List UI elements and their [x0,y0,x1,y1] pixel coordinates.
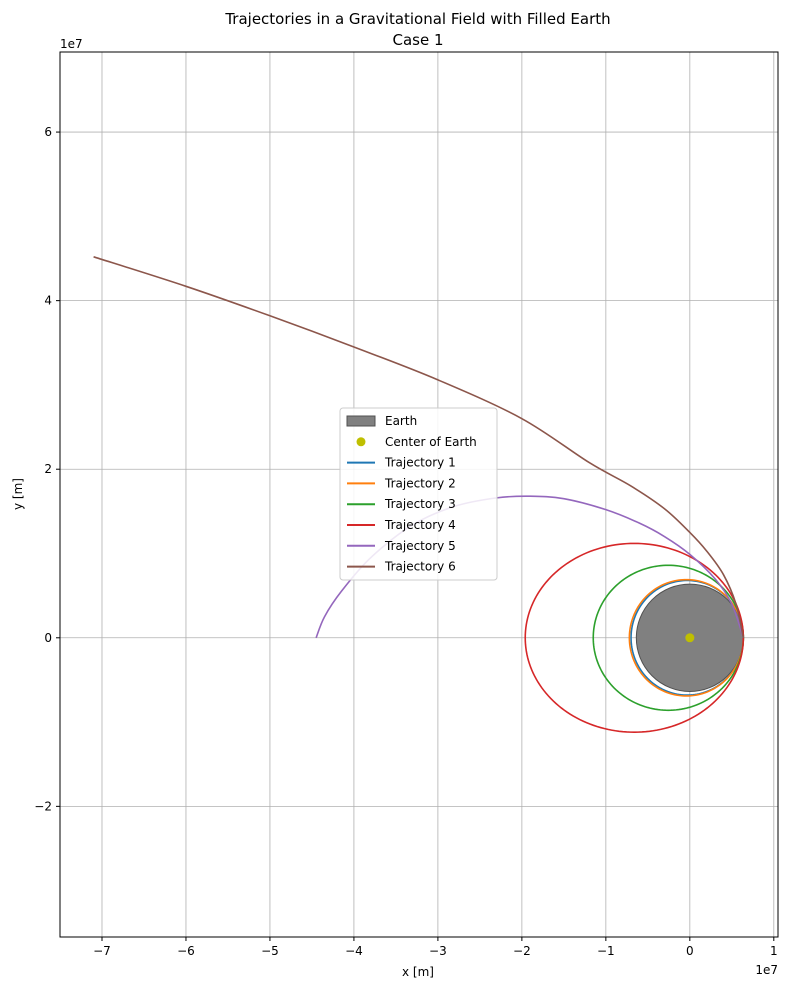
legend-earth-label: Earth [385,414,417,428]
chart-title: Trajectories in a Gravitational Field wi… [224,10,610,28]
legend-trajectory-2-label: Trajectory 2 [384,476,456,490]
legend-trajectory-4-label: Trajectory 4 [384,518,456,532]
y-tick-label: −2 [34,799,52,813]
x-tick-label: −6 [177,944,195,958]
y-offset-label: 1e7 [60,37,83,51]
legend-trajectory-6-label: Trajectory 6 [384,560,456,574]
x-tick-label: 0 [686,944,694,958]
center-of-earth-marker [685,633,694,642]
legend-box [340,408,497,580]
x-tick-label: −1 [597,944,615,958]
x-tick-label: −2 [513,944,531,958]
legend-trajectory-5-label: Trajectory 5 [384,539,456,553]
x-tick-label: −3 [429,944,447,958]
x-axis-label: x [m] [402,965,434,979]
chart-subtitle: Case 1 [392,31,443,49]
legend-trajectory-3-label: Trajectory 3 [384,497,456,511]
y-tick-label: 2 [44,462,52,476]
x-offset-label: 1e7 [755,963,778,977]
x-tick-label: 1 [770,944,778,958]
legend-trajectory-1-label: Trajectory 1 [384,456,456,470]
legend-center-label: Center of Earth [385,435,477,449]
y-axis-label: y [m] [11,478,25,510]
y-tick-label: 4 [44,294,52,308]
x-tick-label: −7 [93,944,111,958]
legend: Earth Center of Earth Trajectory 1 Trajecto… [340,408,497,580]
x-tick-label: −5 [261,944,279,958]
x-tick-label: −4 [345,944,363,958]
y-tick-label: 6 [44,125,52,139]
legend-center-swatch [357,437,366,446]
legend-earth-swatch [347,416,375,426]
y-tick-label: 0 [44,631,52,645]
